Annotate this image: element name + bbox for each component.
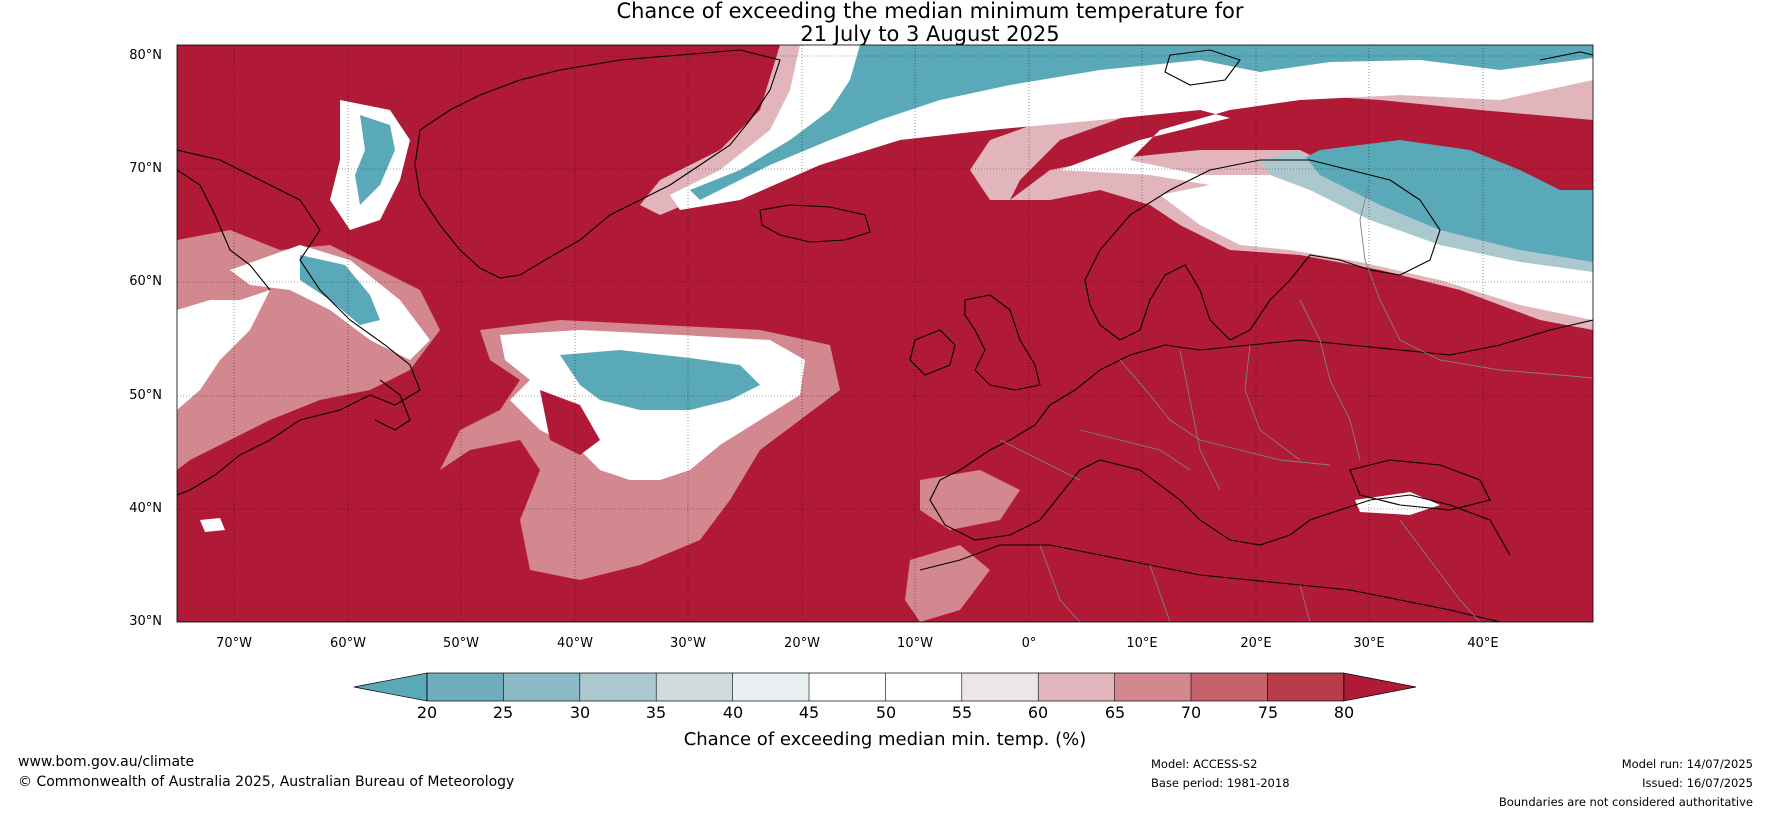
lon-label-40w: 40°W	[557, 636, 593, 651]
colorbar-tick: 40	[722, 703, 744, 722]
colorbar-tick: 35	[645, 703, 667, 722]
footer-issued: Issued: 16/07/2025	[1642, 776, 1753, 790]
footer-base-period: Base period: 1981-2018	[1151, 776, 1290, 790]
colorbar-segment	[809, 673, 886, 701]
lon-label-10w: 10°W	[897, 636, 933, 651]
colorbar-extend-low	[353, 672, 428, 702]
lat-label-30: 30°N	[129, 614, 162, 629]
contour-baffin-blue	[355, 115, 395, 205]
colorbar-tick: 55	[951, 703, 973, 722]
colorbar-segment	[961, 673, 1039, 701]
contour-labrador-sea	[230, 245, 430, 360]
colorbar-segment	[1191, 673, 1268, 701]
contour-atlantic-darkred	[540, 390, 600, 455]
footer-model-run: Model run: 14/07/2025	[1621, 757, 1753, 771]
lon-label-30e: 30°E	[1353, 636, 1385, 651]
contour-arctic-blue	[690, 45, 1593, 200]
colorbar-segment	[656, 673, 734, 701]
lat-label-70: 70°N	[129, 161, 162, 176]
colorbar-segment	[732, 673, 810, 701]
colorbar-segment	[1267, 673, 1345, 701]
coastlines	[177, 49, 1593, 622]
graticule	[177, 45, 1593, 622]
country-borders	[999, 179, 1593, 622]
map-title-line2: 21 July to 3 August 2025	[800, 22, 1060, 46]
colorbar-segment	[427, 673, 504, 701]
colorbar-tick: 65	[1104, 703, 1126, 722]
lat-label-40: 40°N	[129, 501, 162, 516]
colorbar-segment	[885, 673, 963, 701]
contour-iberia-pink	[920, 470, 1020, 530]
colorbar-label: Chance of exceeding median min. temp. (%…	[683, 729, 1087, 750]
footer-copyright: © Commonwealth of Australia 2025, Austra…	[18, 774, 515, 790]
lon-label-0: 0°	[1021, 636, 1037, 651]
lon-label-60w: 60°W	[330, 636, 366, 651]
lon-label-50w: 50°W	[443, 636, 479, 651]
lon-label-70w: 70°W	[216, 636, 252, 651]
footer-website: www.bom.gov.au/climate	[18, 754, 195, 770]
colorbar-tick: 75	[1257, 703, 1279, 722]
contour-scandi-light	[1260, 150, 1593, 272]
footer-model: Model: ACCESS-S2	[1151, 757, 1258, 771]
contour-scandi-blue	[1290, 140, 1593, 270]
lon-label-20e: 20°E	[1240, 636, 1272, 651]
contour-atlantic-blue	[560, 350, 760, 410]
contour-arctic-white	[670, 45, 1593, 320]
colorbar-extend-high	[1343, 672, 1417, 702]
colorbar-tick: 20	[416, 703, 438, 722]
colorbar-tick: 45	[798, 703, 820, 722]
contour-labrador-blue	[300, 255, 380, 325]
colorbar-tick: 70	[1180, 703, 1202, 722]
map-frame	[176, 44, 1594, 623]
lon-label-20w: 20°W	[784, 636, 820, 651]
colorbar-segment	[1114, 673, 1192, 701]
map-title-line1: Chance of exceeding the median minimum t…	[616, 0, 1244, 23]
colorbar-tick: 25	[492, 703, 514, 722]
lon-label-10e: 10°E	[1126, 636, 1158, 651]
footer-disclaimer: Boundaries are not considered authoritat…	[1498, 795, 1753, 809]
lat-label-80: 80°N	[129, 48, 162, 63]
colorbar-segment	[579, 673, 657, 701]
colorbar-tick: 50	[875, 703, 897, 722]
contour-africa-pink	[905, 545, 990, 622]
contour-sea-spot	[200, 518, 225, 532]
probability-contours	[177, 45, 1593, 622]
contour-labrador-white	[177, 290, 270, 410]
lon-label-30w: 30°W	[670, 636, 706, 651]
colorbar-tick: 30	[569, 703, 591, 722]
colorbar-segment	[1038, 673, 1116, 701]
colorbar	[353, 672, 1417, 702]
lat-label-50: 50°N	[129, 388, 162, 403]
lat-label-60: 60°N	[129, 274, 162, 289]
colorbar-segment	[503, 673, 581, 701]
colorbar-tick: 80	[1333, 703, 1355, 722]
colorbar-tick: 60	[1027, 703, 1049, 722]
lon-label-40e: 40°E	[1467, 636, 1499, 651]
